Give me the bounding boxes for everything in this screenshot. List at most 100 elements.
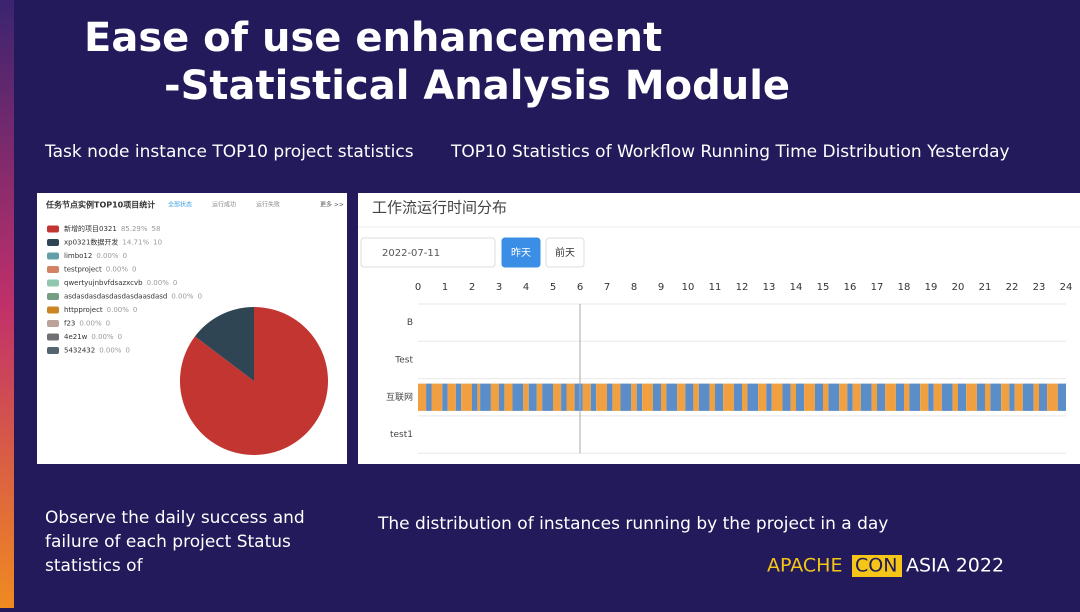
run-stripe — [461, 383, 472, 411]
run-stripe — [771, 383, 783, 411]
run-stripe — [553, 383, 562, 411]
more-link: 更多 >> — [320, 201, 344, 209]
run-stripe — [804, 383, 815, 411]
x-tick-label: 18 — [898, 282, 911, 293]
run-stripe — [847, 383, 853, 411]
run-stripe — [536, 383, 543, 411]
run-stripe — [447, 383, 456, 411]
legend-share: 0.00% — [106, 266, 129, 274]
x-tick-label: 7 — [604, 282, 610, 293]
run-stripe — [652, 383, 661, 411]
run-stripe — [723, 383, 734, 411]
x-tick-label: 0 — [415, 282, 421, 293]
run-stripe — [566, 383, 575, 411]
legend-label: xp0321数据开发 14.71% 10 — [64, 238, 162, 247]
date-input — [360, 237, 496, 268]
legend-share: 85.29% — [121, 225, 148, 233]
legend-value: 0 — [123, 252, 127, 260]
x-tick-label: 4 — [523, 282, 529, 293]
panel-title: 任务节点实例TOP10项目统计 — [45, 200, 155, 210]
run-stripe — [928, 383, 934, 411]
y-tick-label: B — [407, 318, 413, 328]
x-tick-label: 17 — [871, 282, 884, 293]
legend-share: 14.71% — [122, 239, 149, 247]
legend-share: 0.00% — [171, 293, 194, 301]
button-label: 昨天 — [511, 247, 531, 259]
legend-share: 0.00% — [91, 333, 114, 341]
run-stripe — [782, 383, 791, 411]
legend-value: 0 — [125, 347, 129, 355]
legend-swatch — [47, 333, 59, 341]
run-stripe — [1001, 383, 1010, 411]
run-stripe — [1014, 383, 1023, 411]
run-stripe — [715, 383, 724, 411]
run-stripe — [542, 383, 553, 411]
note: Observe the daily success and — [45, 508, 305, 528]
run-stripe — [685, 383, 694, 411]
legend-name: 新增的项目0321 — [64, 224, 117, 233]
run-stripe — [871, 383, 877, 411]
tab: 全部状态 — [168, 201, 192, 209]
edge-stripe — [0, 0, 14, 608]
date-value: 2022-07-11 — [382, 248, 440, 259]
run-stripe — [909, 383, 921, 411]
run-stripe — [941, 383, 953, 411]
legend-value: 0 — [106, 320, 110, 328]
x-tick-label: 22 — [1006, 282, 1019, 293]
run-stripe — [574, 383, 583, 411]
run-stripe — [790, 383, 796, 411]
run-stripe — [612, 383, 621, 411]
legend-label: limbo12 0.00% 0 — [64, 252, 127, 260]
run-stripe — [418, 383, 427, 411]
legend-swatch — [47, 306, 59, 314]
run-stripe — [528, 383, 537, 411]
run-stripe — [733, 383, 742, 411]
x-tick-label: 23 — [1033, 282, 1046, 293]
date-button[interactable] — [545, 237, 585, 268]
run-stripe — [747, 383, 759, 411]
x-tick-label: 9 — [658, 282, 664, 293]
legend-value: 0 — [198, 293, 202, 301]
run-stripe — [472, 383, 478, 411]
legend-value: 0 — [133, 306, 137, 314]
legend-share: 0.00% — [107, 306, 130, 314]
run-stripe — [742, 383, 748, 411]
run-stripe — [512, 383, 524, 411]
slide-title: Ease of use enhancement — [84, 15, 662, 61]
date-button[interactable] — [501, 237, 541, 268]
legend-label: asdasdasdasdasdasdaasdasd 0.00% 0 — [64, 293, 202, 301]
run-stripe — [823, 383, 829, 411]
x-tick-label: 13 — [763, 282, 776, 293]
run-stripe — [766, 383, 772, 411]
run-stripe — [561, 383, 567, 411]
legend-name: 5432432 — [64, 347, 95, 355]
run-stripe — [442, 383, 448, 411]
x-tick-label: 20 — [952, 282, 965, 293]
run-stripe — [860, 383, 872, 411]
x-tick-label: 21 — [979, 282, 992, 293]
run-stripe — [426, 383, 432, 411]
x-tick-label: 3 — [496, 282, 502, 293]
footer-box — [852, 555, 902, 577]
legend-name: testproject — [64, 266, 102, 274]
pie-slice — [194, 307, 254, 381]
run-stripe — [523, 383, 529, 411]
legend-swatch — [47, 293, 59, 300]
y-tick-label: test1 — [390, 430, 413, 440]
run-stripe — [455, 383, 462, 411]
legend-name: qwertyujnbvfdsazxcvb — [64, 279, 143, 287]
tab: 运行成功 — [212, 201, 236, 209]
run-stripe — [990, 383, 1002, 411]
run-stripe — [636, 383, 643, 411]
run-stripe — [985, 383, 991, 411]
legend-label: f23 0.00% 0 — [64, 320, 110, 328]
run-stripe — [698, 383, 710, 411]
run-stripe — [693, 383, 699, 411]
run-stripe — [933, 383, 942, 411]
legend-share: 0.00% — [147, 279, 170, 287]
button-label: 前天 — [555, 246, 575, 259]
slide-subtitle: -Statistical Analysis Module — [164, 63, 790, 109]
run-stripe — [1022, 383, 1034, 411]
run-stripe — [839, 383, 848, 411]
legend-value: 0 — [118, 333, 122, 341]
